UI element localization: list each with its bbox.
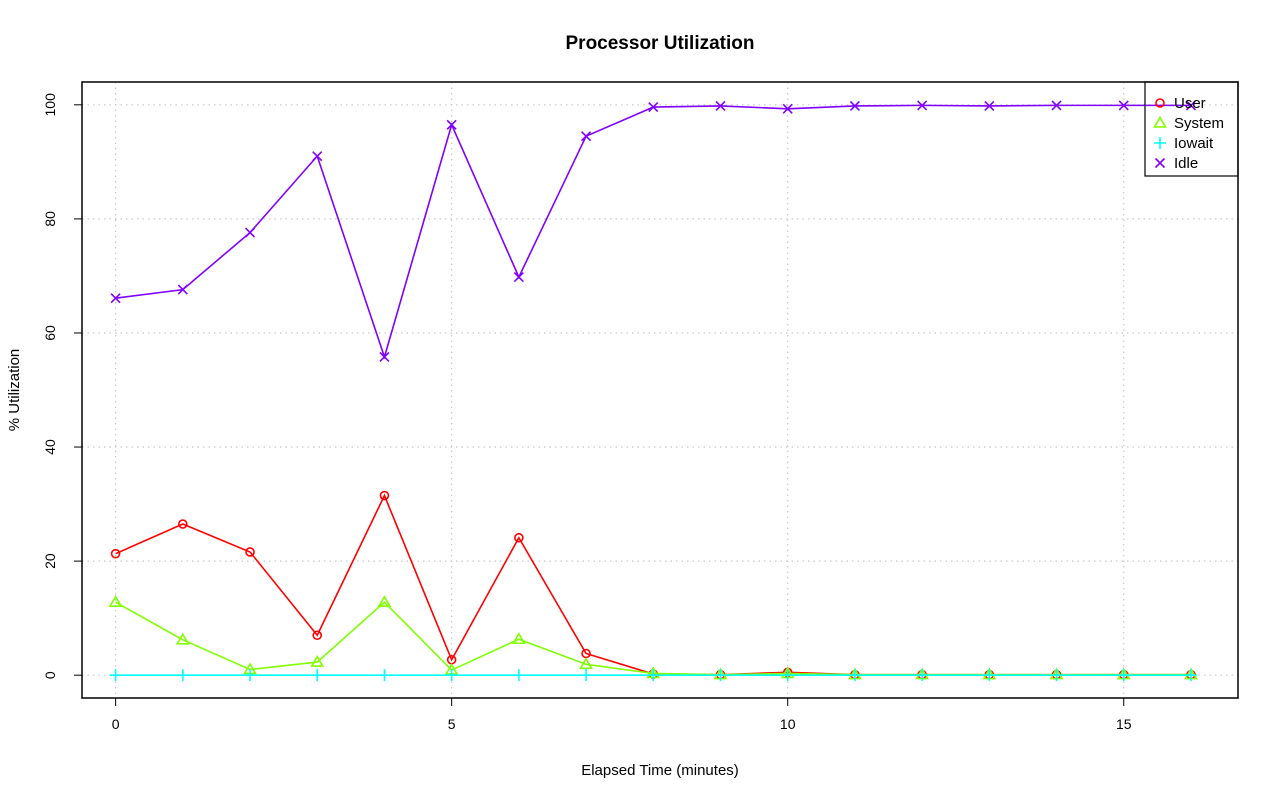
x-tick-label: 10 bbox=[780, 716, 796, 732]
chart-title: Processor Utilization bbox=[566, 33, 755, 54]
point-system bbox=[377, 595, 392, 607]
point-iowait bbox=[647, 669, 660, 682]
legend-marker-user bbox=[1155, 98, 1165, 108]
legend-marker-iowait bbox=[1154, 137, 1166, 149]
point-idle bbox=[648, 102, 659, 113]
point-iowait bbox=[445, 669, 458, 682]
x-axis: 0 5 10 15 bbox=[112, 697, 1132, 732]
point-idle bbox=[446, 119, 457, 130]
legend: User System Iowait Idle bbox=[1144, 81, 1239, 177]
point-idle bbox=[312, 151, 323, 162]
point-iowait bbox=[176, 669, 189, 682]
y-axis-label: % Utilization bbox=[6, 349, 23, 432]
point-idle bbox=[379, 351, 390, 362]
point-iowait bbox=[109, 669, 122, 682]
point-iowait bbox=[311, 669, 324, 682]
y-tick-label: 0 bbox=[42, 671, 58, 679]
y-axis: 0 20 40 60 80 100 bbox=[42, 93, 83, 679]
point-user bbox=[110, 548, 121, 559]
point-system bbox=[579, 657, 593, 670]
series-iowait bbox=[109, 669, 1197, 682]
x-tick-label: 0 bbox=[112, 716, 120, 732]
point-iowait bbox=[916, 669, 929, 682]
y-tick-label: 60 bbox=[42, 325, 58, 341]
point-iowait bbox=[781, 669, 794, 682]
legend-marker-system bbox=[1153, 115, 1167, 128]
point-iowait bbox=[1184, 669, 1197, 682]
y-tick-label: 80 bbox=[42, 211, 58, 227]
legend-marker-idle bbox=[1154, 157, 1166, 169]
point-system bbox=[108, 595, 123, 607]
legend-item-iowait: Iowait bbox=[1154, 135, 1214, 152]
legend-box bbox=[1144, 81, 1239, 177]
x-axis-label: Elapsed Time (minutes) bbox=[581, 762, 739, 779]
point-iowait bbox=[714, 669, 727, 682]
legend-item-system: System bbox=[1153, 115, 1224, 132]
point-iowait bbox=[983, 669, 996, 682]
legend-label-idle: Idle bbox=[1174, 155, 1198, 172]
point-user bbox=[514, 532, 524, 543]
x-tick-label: 15 bbox=[1116, 716, 1132, 732]
point-user bbox=[379, 490, 390, 501]
point-iowait bbox=[848, 669, 861, 682]
point-user bbox=[245, 547, 255, 557]
point-idle bbox=[1185, 100, 1197, 111]
point-user bbox=[312, 630, 323, 641]
point-iowait bbox=[512, 669, 525, 682]
y-tick-label: 100 bbox=[42, 93, 58, 117]
series-idle bbox=[110, 100, 1197, 362]
point-system bbox=[175, 632, 190, 645]
point-iowait bbox=[244, 669, 257, 682]
legend-label-iowait: Iowait bbox=[1174, 135, 1214, 152]
y-tick-label: 40 bbox=[42, 439, 58, 455]
point-idle bbox=[1118, 100, 1129, 111]
point-idle bbox=[715, 100, 726, 112]
point-iowait bbox=[580, 669, 593, 682]
point-idle bbox=[513, 272, 524, 283]
y-tick-label: 20 bbox=[42, 553, 58, 569]
point-idle bbox=[917, 100, 928, 111]
point-system bbox=[511, 632, 526, 645]
point-iowait bbox=[1050, 669, 1063, 682]
point-idle bbox=[110, 293, 121, 304]
point-system bbox=[310, 654, 325, 667]
point-idle bbox=[581, 131, 592, 142]
legend-label-system: System bbox=[1174, 115, 1224, 132]
point-iowait bbox=[378, 669, 391, 682]
x-tick-label: 5 bbox=[448, 716, 456, 732]
point-idle bbox=[984, 100, 995, 112]
point-iowait bbox=[1117, 669, 1130, 682]
point-idle bbox=[244, 227, 256, 238]
legend-label-user: User bbox=[1174, 95, 1206, 112]
point-idle bbox=[782, 103, 793, 114]
point-idle bbox=[177, 284, 188, 295]
point-idle bbox=[1051, 100, 1062, 111]
legend-item-user: User bbox=[1155, 95, 1206, 112]
point-idle bbox=[849, 100, 860, 112]
point-user bbox=[178, 519, 188, 529]
legend-item-idle: Idle bbox=[1154, 155, 1198, 172]
series-group bbox=[108, 100, 1198, 682]
